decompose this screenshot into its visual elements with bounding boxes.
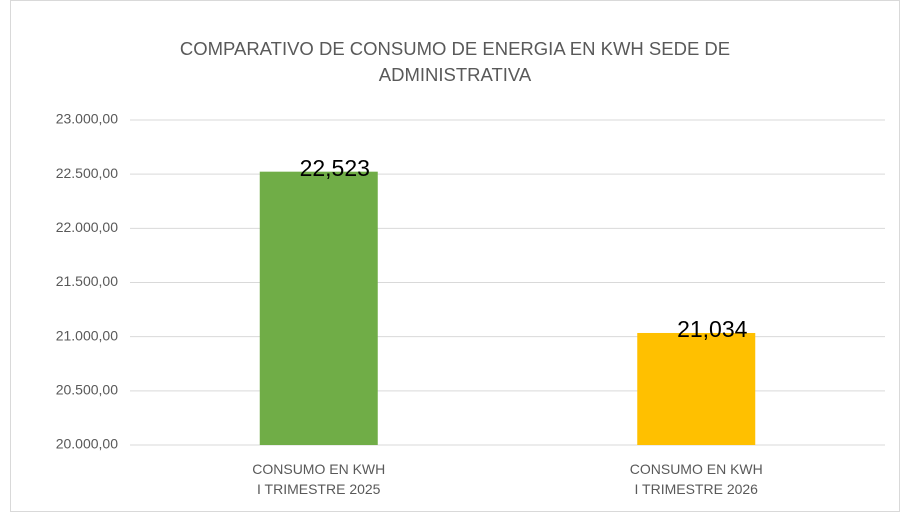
y-tick-label: 20.000,00 <box>56 436 118 452</box>
data-label: 22,523 <box>300 155 370 181</box>
x-tick-label: CONSUMO EN KWH I TRIMESTRE 2026 <box>629 461 763 497</box>
bar <box>259 171 378 446</box>
y-tick-label: 23.000,00 <box>56 111 118 127</box>
bar <box>637 332 756 445</box>
data-label: 21,034 <box>677 316 748 342</box>
y-tick-label: 20.500,00 <box>56 382 118 398</box>
y-tick-label: 22.500,00 <box>56 165 118 181</box>
y-tick-label: 22.000,00 <box>56 219 118 235</box>
x-tick-label: CONSUMO EN KWH I TRIMESTRE 2025 <box>252 461 386 497</box>
chart-border <box>10 0 900 512</box>
y-tick-label: 21.500,00 <box>56 273 118 289</box>
chart-title: COMPARATIVO DE CONSUMO DE ENERGIA EN KWH… <box>179 38 731 85</box>
y-tick-label: 21.000,00 <box>56 327 118 343</box>
